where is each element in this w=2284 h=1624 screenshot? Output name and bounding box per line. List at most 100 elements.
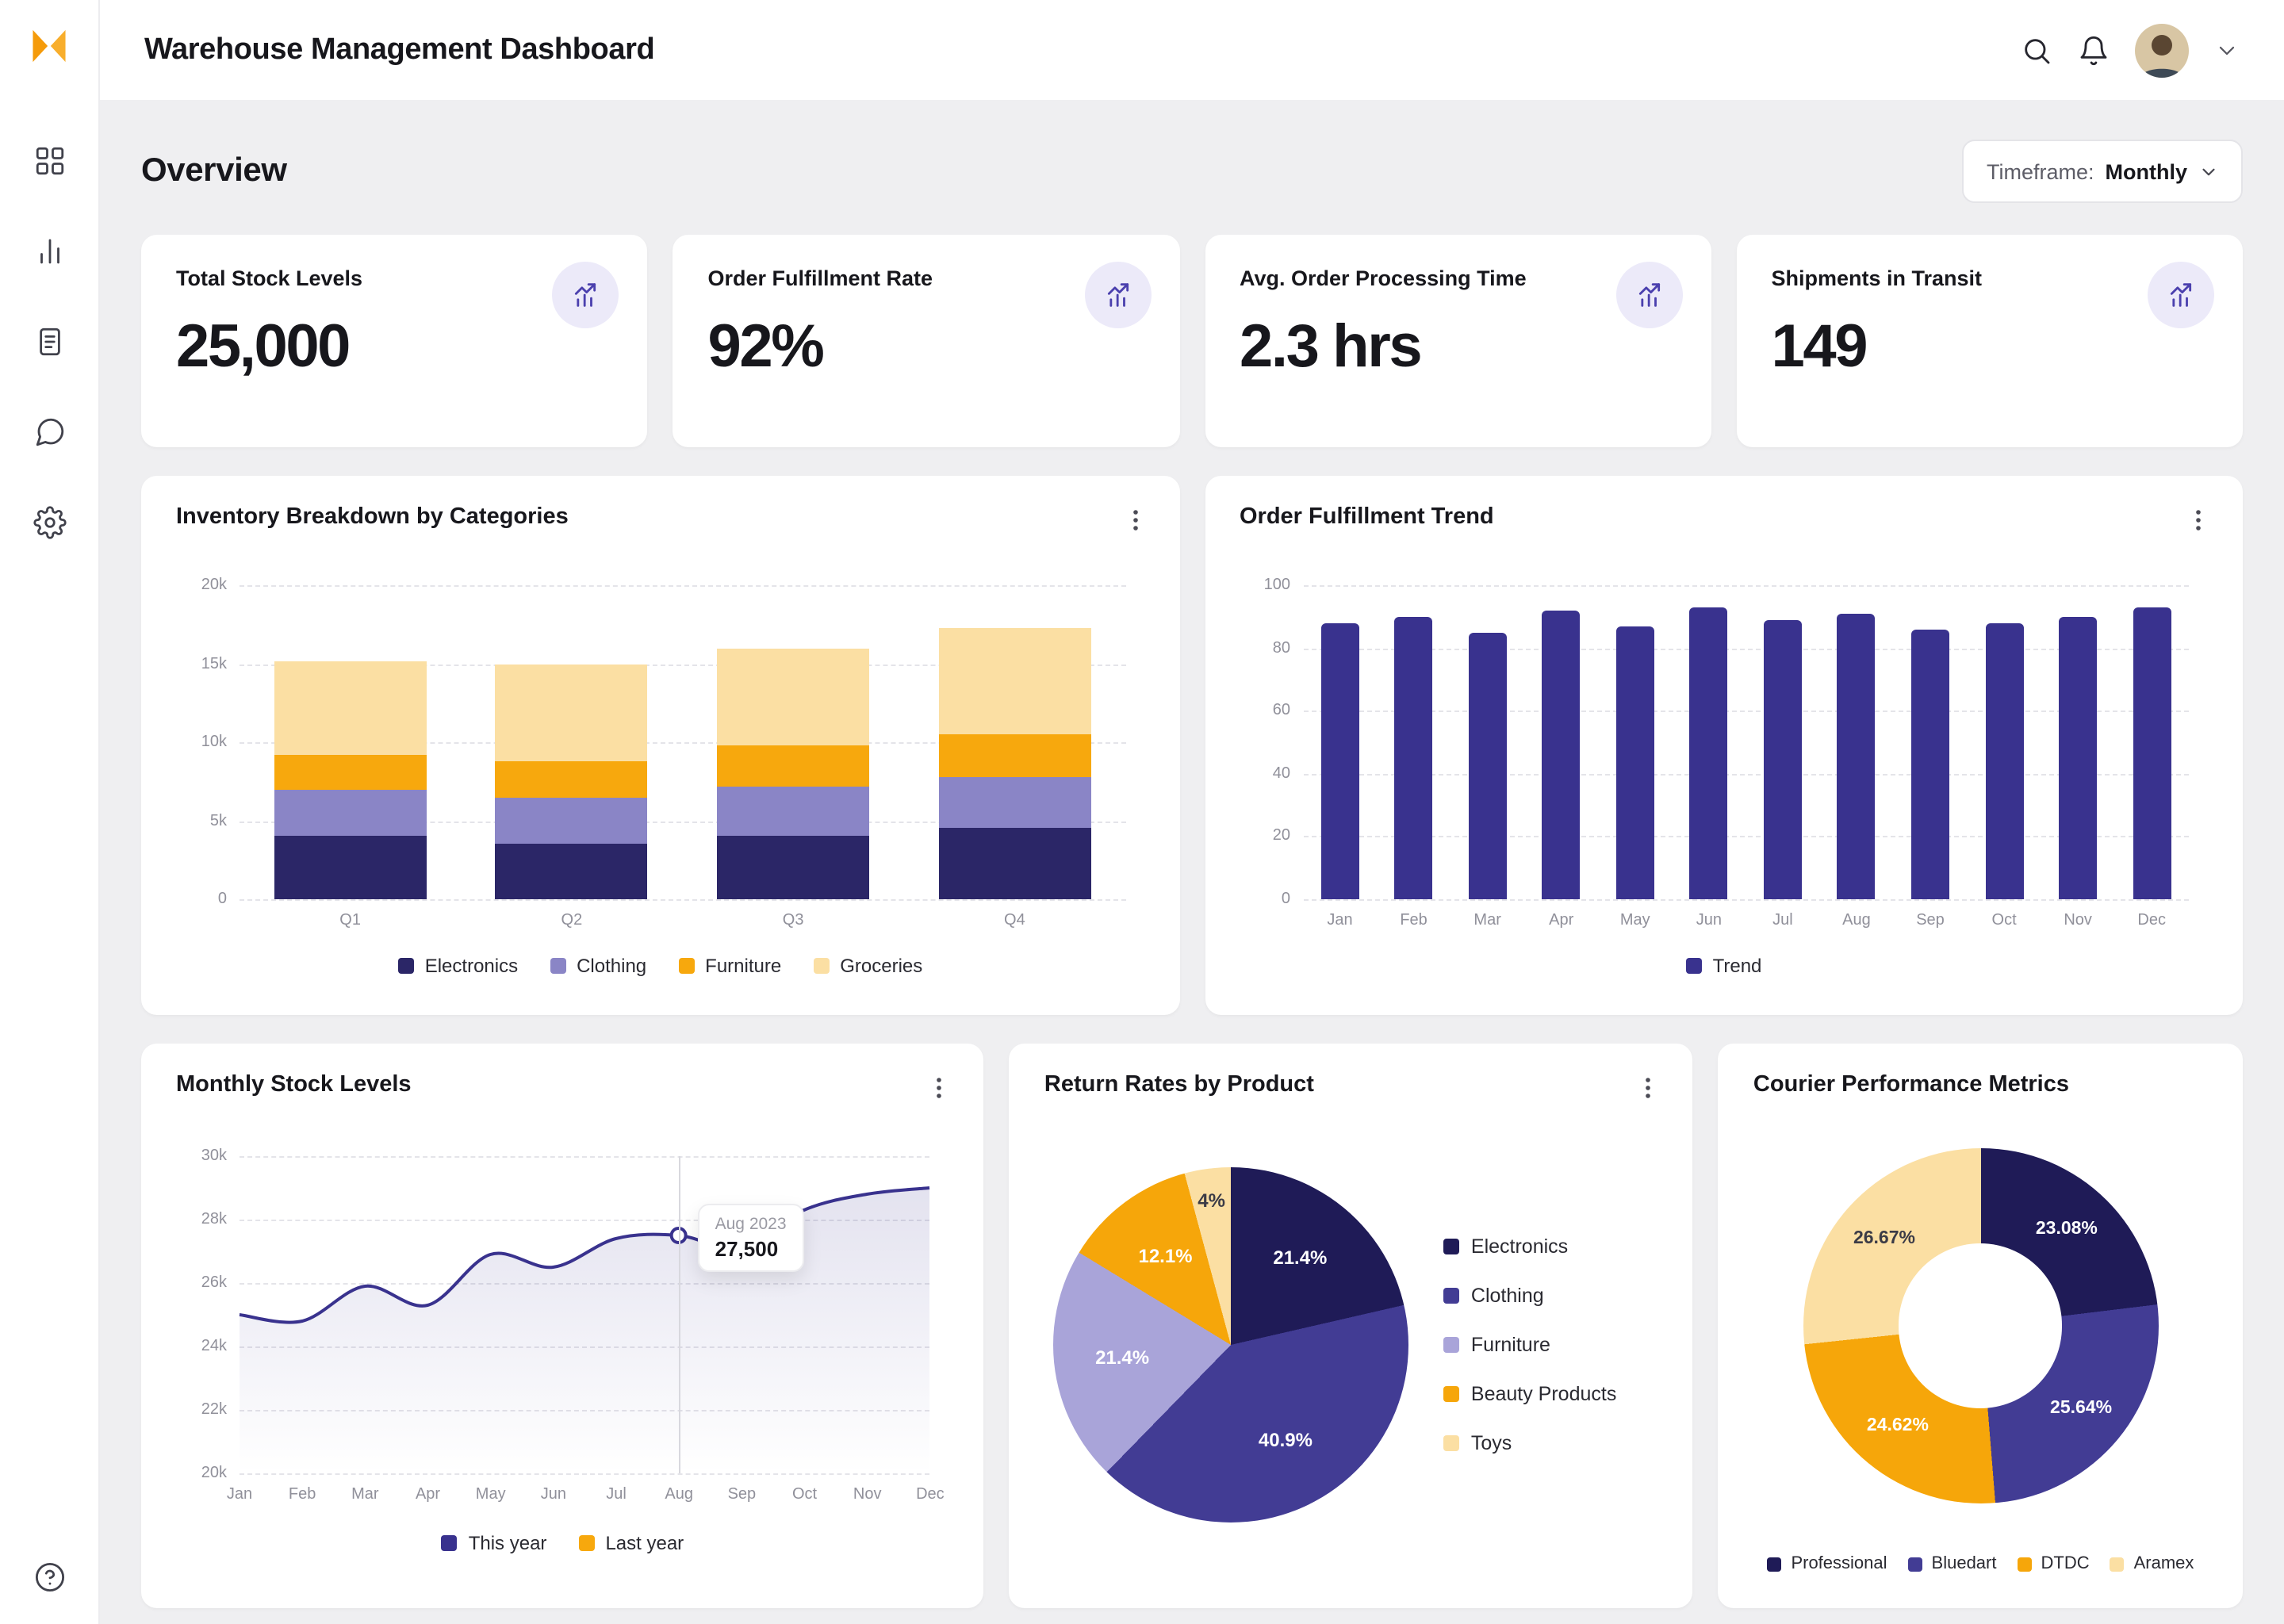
x-axis-tick-label: Apr [415, 1486, 441, 1503]
y-axis-tick-label: 20 [1272, 827, 1290, 845]
legend-item: Clothing [1443, 1284, 1616, 1306]
gridline [240, 585, 1125, 587]
y-axis-tick-label: 0 [217, 891, 227, 908]
card-menu-button[interactable] [2182, 504, 2214, 541]
legend-item: Clothing [550, 955, 646, 977]
legend-label: Toys [1470, 1431, 1512, 1454]
legend-item: Trend [1685, 955, 1761, 977]
kpi-value: 25,000 [176, 314, 351, 381]
legend-label: Electronics [424, 955, 519, 977]
legend-item: Electronics [397, 955, 519, 977]
legend-label: Bluedart [1931, 1554, 1997, 1573]
legend-item: Professional [1767, 1554, 1887, 1573]
legend-item: Aramex [2110, 1554, 2194, 1573]
x-axis-tick-label: Apr [1549, 912, 1574, 929]
bar-segment [495, 760, 648, 798]
bar [938, 585, 1091, 899]
legend-swatch [1443, 1385, 1460, 1401]
x-axis-tick-label: Nov [2064, 912, 2092, 929]
x-axis-tick-label: Aug [665, 1486, 693, 1503]
bar-segment [717, 836, 870, 899]
kpi-label: Shipments in Transit [1771, 266, 1983, 290]
search-button[interactable] [2021, 34, 2052, 66]
bar-segment [1542, 610, 1581, 899]
gridline [1303, 648, 2189, 650]
legend-swatch [578, 1535, 595, 1551]
legend-swatch [1685, 958, 1702, 974]
y-axis-tick-label: 0 [1281, 891, 1290, 908]
bar-segment [495, 797, 648, 845]
bars [240, 585, 1125, 899]
card-menu-button[interactable] [1119, 504, 1151, 541]
x-axis-tick-label: Jul [606, 1486, 627, 1503]
return-rates-pie-chart: 21.4% 40.9% 21.4% 12.1% 4% [1053, 1166, 1409, 1522]
avatar-image [2135, 23, 2189, 77]
bar [2133, 585, 2171, 899]
sidebar-item-settings[interactable] [30, 503, 68, 541]
help-icon [34, 1561, 64, 1591]
card-menu-button[interactable] [924, 1072, 956, 1109]
app-logo[interactable] [27, 24, 71, 68]
x-axis-labels: Q1 Q2 Q3 Q4 [240, 912, 1125, 929]
kebab-menu-icon [1132, 510, 1137, 530]
legend-label: Clothing [577, 955, 647, 977]
kpi-value: 92% [707, 314, 825, 381]
y-axis-tick-label: 22k [201, 1401, 227, 1419]
kpi-label: Total Stock Levels [176, 266, 363, 290]
bar-segment [1911, 629, 1950, 899]
legend-swatch [397, 958, 414, 974]
sidebar-item-analytics[interactable] [30, 232, 68, 270]
legend-swatch [1443, 1434, 1460, 1450]
x-axis-tick-label: Q1 [339, 912, 361, 929]
y-axis-tick-label: 15k [201, 655, 227, 672]
sidebar-item-orders[interactable] [30, 322, 68, 360]
legend-swatch [441, 1535, 458, 1551]
sidebar-item-messages[interactable] [30, 412, 68, 450]
bar-segment [1985, 622, 2024, 899]
help-button[interactable] [30, 1557, 68, 1595]
bar [1837, 585, 1876, 899]
grid-icon [35, 146, 63, 174]
chevron-down-icon [2219, 45, 2235, 55]
slice-percentage-label: 40.9% [1258, 1429, 1313, 1452]
chart-legend: Trend [1240, 955, 2208, 977]
x-axis-tick-label: Aug [1842, 912, 1871, 929]
card-menu-button[interactable] [1633, 1072, 1665, 1109]
legend-swatch [1443, 1336, 1460, 1352]
courier-donut-chart: 23.08% 25.64% 24.62% 26.67% [1803, 1148, 2159, 1503]
bar-segment [1394, 616, 1433, 899]
chart-tooltip: Aug 2023 27,500 [697, 1204, 804, 1272]
slice-percentage-label: 26.67% [1853, 1229, 1915, 1249]
bar-segment [2059, 616, 2098, 899]
x-axis-tick-label: Sep [1916, 912, 1945, 929]
profile-menu-button[interactable] [2214, 37, 2240, 63]
fulfillment-trend-bar-chart: 100 80 60 40 20 0 [1264, 576, 2189, 908]
x-axis-tick-label: Oct [1991, 912, 2017, 929]
notifications-button[interactable] [2078, 34, 2110, 66]
x-axis-tick-label: Feb [288, 1486, 316, 1503]
gridline [240, 899, 1125, 901]
chart-legend: Professional Bluedart DTDC Aramex [1753, 1554, 2208, 1573]
user-avatar[interactable] [2135, 23, 2189, 77]
sidebar-item-dashboard[interactable] [30, 141, 68, 179]
slice-percentage-label: 21.4% [1273, 1247, 1328, 1270]
gridline [240, 1220, 930, 1221]
card-title: Return Rates by Product [1044, 1072, 1314, 1097]
legend-swatch [1443, 1287, 1460, 1303]
legend-swatch [1907, 1557, 1922, 1571]
legend-swatch [1443, 1238, 1460, 1254]
bar-segment [717, 648, 870, 745]
kebab-menu-icon [2196, 510, 2201, 530]
bar-segment [1468, 632, 1507, 899]
document-icon [39, 327, 59, 355]
y-axis-tick-label: 40 [1272, 764, 1290, 783]
timeframe-dropdown[interactable]: Timeframe: Monthly [1962, 140, 2243, 203]
legend-swatch [550, 958, 566, 974]
bar [1394, 585, 1433, 899]
legend-item: This year [441, 1532, 546, 1554]
legend-swatch [1767, 1557, 1782, 1571]
bar-segment [938, 627, 1091, 735]
bar-segment [495, 844, 648, 899]
y-axis-tick-label: 24k [201, 1338, 227, 1355]
trending-up-icon [2148, 262, 2214, 328]
